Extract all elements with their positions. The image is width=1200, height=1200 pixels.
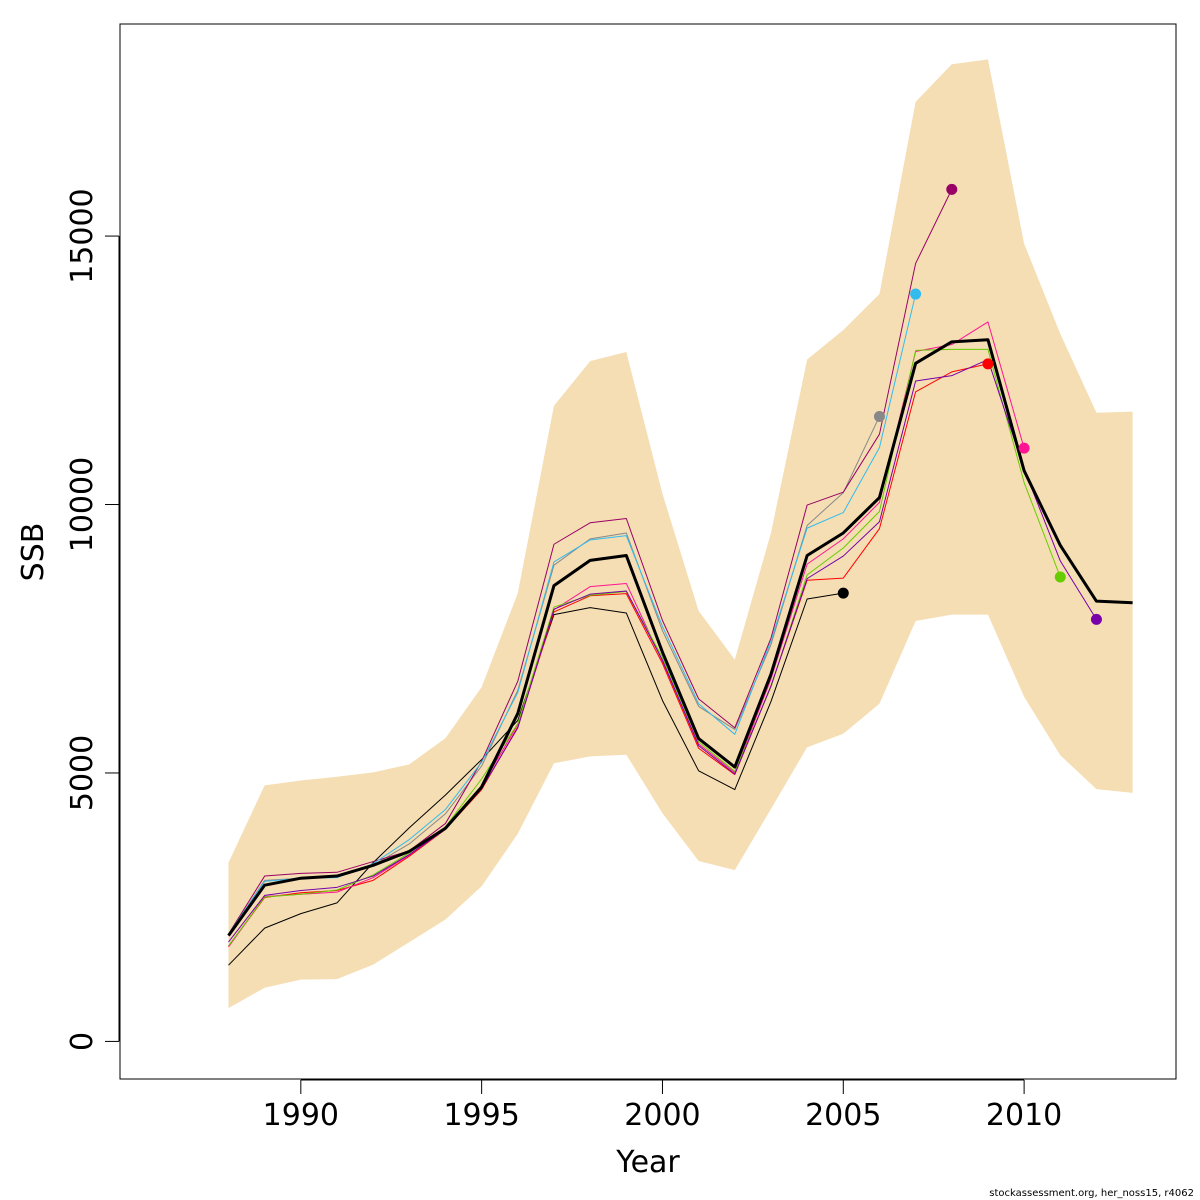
main-series-line (227, 338, 1133, 937)
retro-series-line-8 (228, 359, 1097, 943)
x-tick-label-1: 1995 (443, 1098, 519, 1133)
x-tick-label-0: 1990 (263, 1098, 339, 1133)
y-tick-label-1: 5000 (65, 735, 100, 811)
x-tick-label-4: 2010 (986, 1098, 1062, 1133)
y-axis: 0 5000 10000 15000 (65, 188, 120, 1051)
series-end-point-2 (873, 410, 885, 422)
series-lines (227, 189, 1133, 966)
x-tick-label-2: 2000 (624, 1098, 700, 1133)
y-tick-label-2: 10000 (65, 457, 100, 552)
x-axis: 1990 1995 2000 2005 2010 (263, 1079, 1062, 1133)
series-end-point-3 (946, 183, 958, 195)
x-axis-title: Year (615, 1145, 680, 1180)
series-end-point-1 (837, 587, 849, 599)
series-end-point-4 (910, 288, 922, 300)
retro-series-line-3 (228, 189, 953, 935)
confidence-band-area (228, 59, 1133, 1009)
confidence-band (228, 59, 1133, 1009)
credit-text: stockassessment.org, her_noss15, r4062 (989, 1188, 1194, 1199)
plot-frame (119, 23, 1177, 1080)
y-axis-title: SSB (16, 523, 51, 582)
series-end-point-8 (1090, 613, 1102, 625)
y-tick-label-3: 15000 (65, 188, 100, 283)
series-end-points (837, 183, 1102, 625)
x-tick-label-3: 2005 (805, 1098, 881, 1133)
series-end-point-6 (1018, 442, 1030, 454)
series-end-point-7 (1054, 571, 1066, 583)
y-tick-label-0: 0 (65, 1032, 100, 1051)
series-end-point-5 (982, 358, 994, 370)
